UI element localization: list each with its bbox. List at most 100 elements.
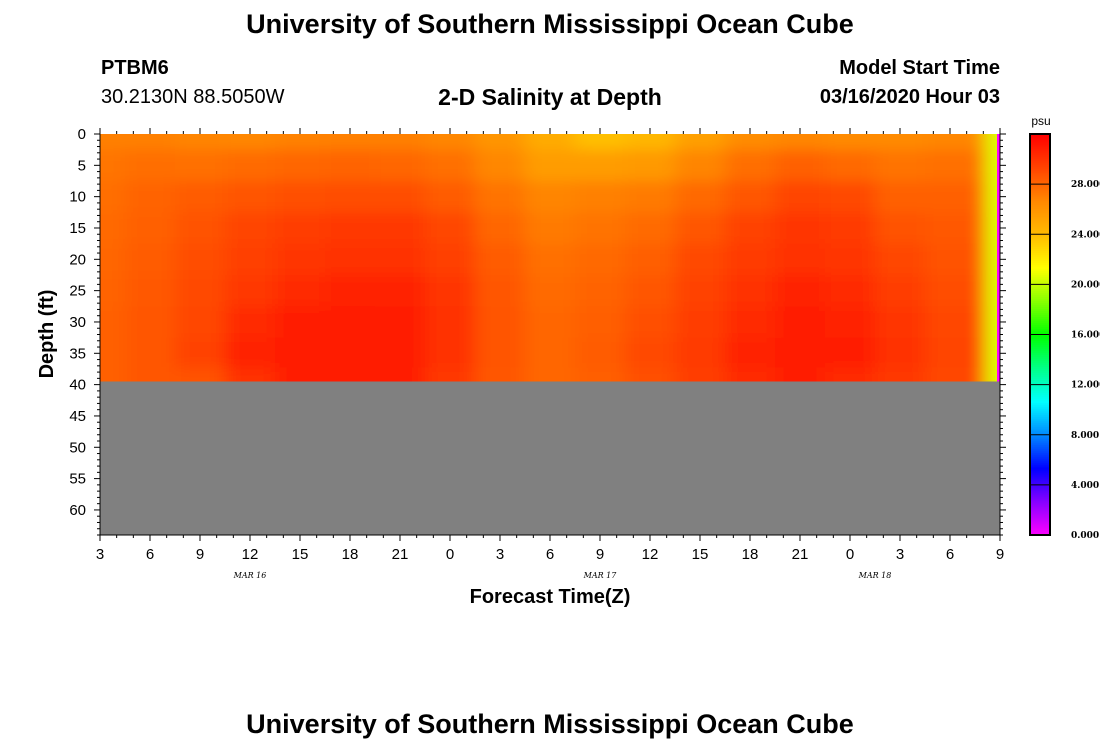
heatmap-cell bbox=[625, 134, 676, 151]
colorbar-segment bbox=[1030, 460, 1050, 464]
x-tick-label: 9 bbox=[196, 546, 204, 563]
heatmap-cell bbox=[986, 274, 1000, 307]
heatmap-cell bbox=[825, 149, 876, 182]
colorbar-segment bbox=[1030, 400, 1050, 404]
colorbar-segment bbox=[1030, 184, 1050, 187]
heatmap-cell bbox=[175, 212, 226, 245]
y-tick-label: 15 bbox=[69, 220, 86, 237]
heatmap-cell bbox=[175, 180, 226, 213]
heatmap-cell bbox=[725, 306, 776, 339]
y-tick-label: 60 bbox=[69, 502, 86, 519]
heatmap-cell bbox=[125, 306, 176, 339]
heatmap-cell bbox=[575, 134, 626, 151]
heatmap-cell bbox=[725, 274, 776, 307]
colorbar-segment bbox=[1030, 230, 1050, 233]
colorbar-segment bbox=[1030, 302, 1050, 305]
colorbar-segment bbox=[1030, 498, 1050, 502]
colorbar-segment bbox=[1030, 500, 1050, 504]
heatmap-cell bbox=[825, 337, 876, 368]
colorbar-segment bbox=[1030, 144, 1050, 147]
heatmap-cell bbox=[525, 212, 576, 245]
colorbar-segment bbox=[1030, 454, 1050, 458]
colorbar-segment bbox=[1030, 204, 1050, 207]
colorbar-segment bbox=[1030, 310, 1050, 313]
colorbar-segment bbox=[1030, 526, 1050, 530]
heatmap-cell bbox=[225, 306, 276, 339]
x-tick-label: 12 bbox=[642, 546, 659, 563]
heatmap-cell bbox=[525, 243, 576, 276]
heatmap-cell bbox=[375, 367, 426, 382]
colorbar-segment bbox=[1030, 316, 1050, 319]
heatmap-cell bbox=[100, 180, 126, 213]
heatmap-cell bbox=[325, 274, 376, 307]
colorbar-segment bbox=[1030, 398, 1050, 402]
colorbar-segment bbox=[1030, 338, 1050, 342]
date-label: MAR 18 bbox=[858, 571, 892, 580]
heatmap-cell bbox=[775, 149, 826, 182]
colorbar-segment bbox=[1030, 486, 1050, 490]
colorbar-segment bbox=[1030, 162, 1050, 165]
colorbar-segment bbox=[1030, 444, 1050, 448]
heatmap-cell bbox=[225, 212, 276, 245]
date-label: MAR 16 bbox=[233, 571, 267, 580]
colorbar-segment bbox=[1030, 474, 1050, 478]
colorbar-segment bbox=[1030, 194, 1050, 197]
colorbar-segment bbox=[1030, 394, 1050, 398]
colorbar-segment bbox=[1030, 234, 1050, 237]
colorbar-segment bbox=[1030, 296, 1050, 299]
colorbar-segment bbox=[1030, 198, 1050, 201]
colorbar-segment bbox=[1030, 190, 1050, 193]
colorbar-segment bbox=[1030, 406, 1050, 410]
colorbar-segment bbox=[1030, 284, 1050, 287]
heatmap-cell bbox=[225, 149, 276, 182]
y-tick-label: 5 bbox=[78, 157, 86, 174]
heatmap-cell bbox=[525, 306, 576, 339]
heatmap-cell bbox=[725, 149, 776, 182]
x-tick-label: 3 bbox=[96, 546, 104, 563]
heatmap-cell bbox=[225, 367, 276, 382]
heatmap-cell bbox=[475, 306, 526, 339]
heatmap-cell bbox=[625, 243, 676, 276]
model-start-label: Model Start Time bbox=[839, 57, 1000, 79]
y-tick-label: 25 bbox=[69, 283, 86, 300]
colorbar: 0.000 4.000 8.000 12.000 16.000 20.000 24.000 2… bbox=[1029, 133, 1100, 541]
colorbar-segment bbox=[1030, 362, 1050, 366]
colorbar-segment bbox=[1030, 482, 1050, 486]
x-tick-label: 6 bbox=[546, 546, 554, 563]
colorbar-segment bbox=[1030, 134, 1050, 137]
heatmap-cell bbox=[875, 243, 926, 276]
colorbar-segment bbox=[1030, 434, 1050, 438]
heatmap-cell bbox=[875, 212, 926, 245]
heatmap-cell bbox=[525, 134, 576, 151]
colorbar-segment bbox=[1030, 272, 1050, 275]
colorbar-segment bbox=[1030, 464, 1050, 468]
colorbar-segment bbox=[1030, 382, 1050, 386]
colorbar-segment bbox=[1030, 186, 1050, 189]
x-tick-label: 15 bbox=[692, 546, 709, 563]
colorbar-tick-label: 8.000 bbox=[1071, 431, 1099, 441]
heatmap-cell bbox=[125, 180, 176, 213]
heatmap-cell bbox=[325, 243, 376, 276]
heatmap-cell bbox=[825, 134, 876, 151]
colorbar-segment bbox=[1030, 240, 1050, 243]
colorbar-segment bbox=[1030, 416, 1050, 420]
colorbar-segment bbox=[1030, 294, 1050, 297]
heatmap-cell bbox=[125, 337, 176, 368]
colorbar-segment bbox=[1030, 446, 1050, 450]
heatmap-cell bbox=[775, 243, 826, 276]
colorbar-segment bbox=[1030, 468, 1050, 472]
heatmap-cell bbox=[575, 337, 626, 368]
colorbar-unit-label: psu bbox=[1031, 114, 1050, 128]
x-tick-label: 3 bbox=[896, 546, 904, 563]
heatmap-cell bbox=[175, 243, 226, 276]
colorbar-segment bbox=[1030, 150, 1050, 153]
colorbar-segment bbox=[1030, 348, 1050, 352]
heatmap-cell bbox=[625, 306, 676, 339]
colorbar-segment bbox=[1030, 160, 1050, 163]
heatmap-cell bbox=[425, 274, 476, 307]
footer-title: University of Southern Mississippi Ocean… bbox=[246, 709, 854, 739]
x-tick-label: 6 bbox=[146, 546, 154, 563]
x-tick-label: 6 bbox=[946, 546, 954, 563]
heatmap-cell bbox=[725, 243, 776, 276]
heatmap-cell bbox=[225, 274, 276, 307]
